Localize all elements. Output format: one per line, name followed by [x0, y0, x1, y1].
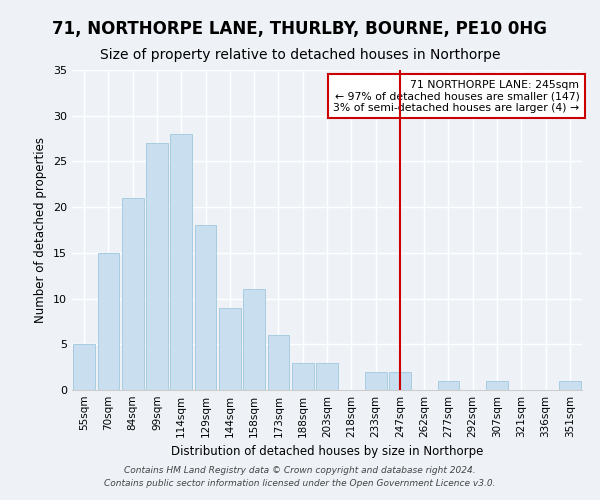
Bar: [437, 381, 460, 390]
Text: 71 NORTHORPE LANE: 245sqm
← 97% of detached houses are smaller (147)
3% of semi-: 71 NORTHORPE LANE: 245sqm ← 97% of detac…: [334, 80, 580, 113]
Bar: [73, 344, 95, 390]
Bar: [243, 290, 265, 390]
Bar: [170, 134, 192, 390]
Bar: [146, 143, 168, 390]
Text: Size of property relative to detached houses in Northorpe: Size of property relative to detached ho…: [100, 48, 500, 62]
Bar: [559, 381, 581, 390]
X-axis label: Distribution of detached houses by size in Northorpe: Distribution of detached houses by size …: [171, 446, 483, 458]
Bar: [97, 253, 119, 390]
Text: 71, NORTHORPE LANE, THURLBY, BOURNE, PE10 0HG: 71, NORTHORPE LANE, THURLBY, BOURNE, PE1…: [53, 20, 548, 38]
Text: Contains HM Land Registry data © Crown copyright and database right 2024.
Contai: Contains HM Land Registry data © Crown c…: [104, 466, 496, 487]
Bar: [268, 335, 289, 390]
Y-axis label: Number of detached properties: Number of detached properties: [34, 137, 47, 323]
Bar: [316, 362, 338, 390]
Bar: [486, 381, 508, 390]
Bar: [219, 308, 241, 390]
Bar: [122, 198, 143, 390]
Bar: [389, 372, 411, 390]
Bar: [292, 362, 314, 390]
Bar: [365, 372, 386, 390]
Bar: [194, 226, 217, 390]
